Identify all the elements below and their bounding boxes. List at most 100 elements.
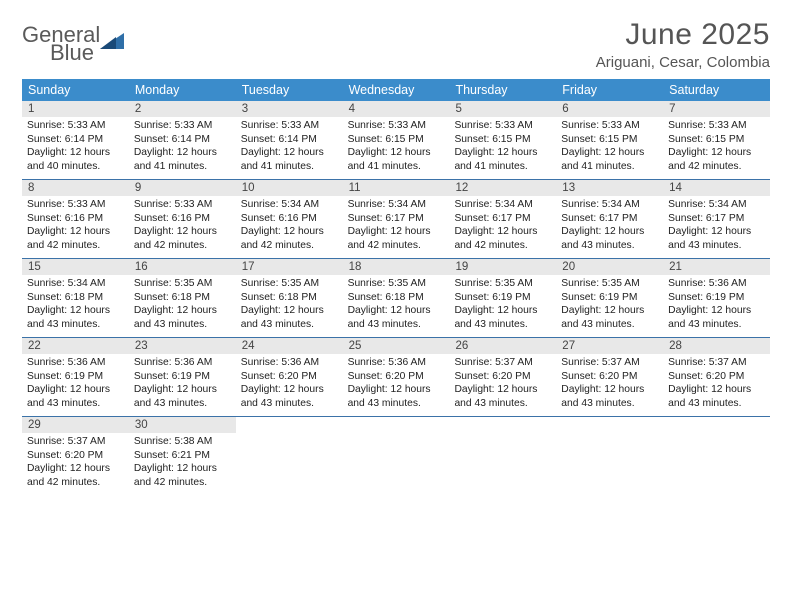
day-number: 20 bbox=[556, 259, 663, 275]
sunset-line: Sunset: 6:21 PM bbox=[134, 449, 231, 463]
daylight-line: Daylight: 12 hours and 43 minutes. bbox=[134, 304, 231, 331]
sunset-line: Sunset: 6:20 PM bbox=[454, 370, 551, 384]
day-number: 3 bbox=[236, 101, 343, 117]
day-number: 8 bbox=[22, 180, 129, 196]
sunset-line: Sunset: 6:18 PM bbox=[241, 291, 338, 305]
sunrise-line: Sunrise: 5:37 AM bbox=[561, 356, 658, 370]
daylight-line: Daylight: 12 hours and 42 minutes. bbox=[668, 146, 765, 173]
sunset-line: Sunset: 6:16 PM bbox=[27, 212, 124, 226]
daylight-line: Daylight: 12 hours and 41 minutes. bbox=[241, 146, 338, 173]
logo-text-block: General Blue bbox=[22, 24, 100, 64]
title-block: June 2025 Ariguani, Cesar, Colombia bbox=[596, 18, 770, 71]
sunrise-line: Sunrise: 5:35 AM bbox=[241, 277, 338, 291]
sunset-line: Sunset: 6:16 PM bbox=[241, 212, 338, 226]
sunrise-line: Sunrise: 5:37 AM bbox=[454, 356, 551, 370]
sunset-line: Sunset: 6:19 PM bbox=[668, 291, 765, 305]
day-cell: 6Sunrise: 5:33 AMSunset: 6:15 PMDaylight… bbox=[556, 101, 663, 179]
day-details: Sunrise: 5:33 AMSunset: 6:14 PMDaylight:… bbox=[22, 117, 129, 177]
sunrise-line: Sunrise: 5:33 AM bbox=[668, 119, 765, 133]
sunset-line: Sunset: 6:20 PM bbox=[27, 449, 124, 463]
day-number: 10 bbox=[236, 180, 343, 196]
daylight-line: Daylight: 12 hours and 42 minutes. bbox=[27, 225, 124, 252]
sunset-line: Sunset: 6:17 PM bbox=[348, 212, 445, 226]
daylight-line: Daylight: 12 hours and 43 minutes. bbox=[348, 383, 445, 410]
daylight-line: Daylight: 12 hours and 43 minutes. bbox=[241, 304, 338, 331]
sunset-line: Sunset: 6:14 PM bbox=[241, 133, 338, 147]
sunset-line: Sunset: 6:20 PM bbox=[348, 370, 445, 384]
day-cell: 7Sunrise: 5:33 AMSunset: 6:15 PMDaylight… bbox=[663, 101, 770, 179]
sunrise-line: Sunrise: 5:36 AM bbox=[668, 277, 765, 291]
sunset-line: Sunset: 6:15 PM bbox=[454, 133, 551, 147]
day-details: Sunrise: 5:35 AMSunset: 6:18 PMDaylight:… bbox=[343, 275, 450, 335]
day-details: Sunrise: 5:33 AMSunset: 6:15 PMDaylight:… bbox=[663, 117, 770, 177]
sunrise-line: Sunrise: 5:37 AM bbox=[668, 356, 765, 370]
day-cell: 18Sunrise: 5:35 AMSunset: 6:18 PMDayligh… bbox=[343, 259, 450, 337]
sunset-line: Sunset: 6:14 PM bbox=[134, 133, 231, 147]
day-cell: 14Sunrise: 5:34 AMSunset: 6:17 PMDayligh… bbox=[663, 180, 770, 258]
day-cell bbox=[556, 417, 663, 495]
day-details: Sunrise: 5:33 AMSunset: 6:14 PMDaylight:… bbox=[129, 117, 236, 177]
day-cell: 26Sunrise: 5:37 AMSunset: 6:20 PMDayligh… bbox=[449, 338, 556, 416]
sunset-line: Sunset: 6:19 PM bbox=[27, 370, 124, 384]
day-cell: 30Sunrise: 5:38 AMSunset: 6:21 PMDayligh… bbox=[129, 417, 236, 495]
daylight-line: Daylight: 12 hours and 43 minutes. bbox=[348, 304, 445, 331]
daylight-line: Daylight: 12 hours and 42 minutes. bbox=[134, 225, 231, 252]
sunset-line: Sunset: 6:17 PM bbox=[668, 212, 765, 226]
sunset-line: Sunset: 6:18 PM bbox=[27, 291, 124, 305]
day-details: Sunrise: 5:34 AMSunset: 6:18 PMDaylight:… bbox=[22, 275, 129, 335]
day-cell: 8Sunrise: 5:33 AMSunset: 6:16 PMDaylight… bbox=[22, 180, 129, 258]
day-number: 6 bbox=[556, 101, 663, 117]
day-cell: 15Sunrise: 5:34 AMSunset: 6:18 PMDayligh… bbox=[22, 259, 129, 337]
sunset-line: Sunset: 6:19 PM bbox=[134, 370, 231, 384]
weekday-header: Friday bbox=[556, 79, 663, 101]
day-cell: 22Sunrise: 5:36 AMSunset: 6:19 PMDayligh… bbox=[22, 338, 129, 416]
sunset-line: Sunset: 6:20 PM bbox=[241, 370, 338, 384]
sunrise-line: Sunrise: 5:33 AM bbox=[134, 119, 231, 133]
sunrise-line: Sunrise: 5:34 AM bbox=[241, 198, 338, 212]
day-details: Sunrise: 5:34 AMSunset: 6:16 PMDaylight:… bbox=[236, 196, 343, 256]
day-number: 2 bbox=[129, 101, 236, 117]
week-row: 15Sunrise: 5:34 AMSunset: 6:18 PMDayligh… bbox=[22, 259, 770, 338]
day-cell: 17Sunrise: 5:35 AMSunset: 6:18 PMDayligh… bbox=[236, 259, 343, 337]
daylight-line: Daylight: 12 hours and 43 minutes. bbox=[454, 383, 551, 410]
weekday-header: Monday bbox=[129, 79, 236, 101]
day-details: Sunrise: 5:36 AMSunset: 6:19 PMDaylight:… bbox=[129, 354, 236, 414]
day-cell: 1Sunrise: 5:33 AMSunset: 6:14 PMDaylight… bbox=[22, 101, 129, 179]
sunrise-line: Sunrise: 5:34 AM bbox=[668, 198, 765, 212]
daylight-line: Daylight: 12 hours and 41 minutes. bbox=[348, 146, 445, 173]
sunrise-line: Sunrise: 5:35 AM bbox=[348, 277, 445, 291]
sunrise-line: Sunrise: 5:33 AM bbox=[134, 198, 231, 212]
sunset-line: Sunset: 6:15 PM bbox=[561, 133, 658, 147]
day-cell bbox=[663, 417, 770, 495]
day-details: Sunrise: 5:33 AMSunset: 6:15 PMDaylight:… bbox=[556, 117, 663, 177]
day-number: 19 bbox=[449, 259, 556, 275]
day-cell: 2Sunrise: 5:33 AMSunset: 6:14 PMDaylight… bbox=[129, 101, 236, 179]
daylight-line: Daylight: 12 hours and 43 minutes. bbox=[134, 383, 231, 410]
daylight-line: Daylight: 12 hours and 42 minutes. bbox=[134, 462, 231, 489]
weekday-header-row: SundayMondayTuesdayWednesdayThursdayFrid… bbox=[22, 79, 770, 101]
day-details: Sunrise: 5:33 AMSunset: 6:15 PMDaylight:… bbox=[449, 117, 556, 177]
day-cell: 11Sunrise: 5:34 AMSunset: 6:17 PMDayligh… bbox=[343, 180, 450, 258]
day-cell: 5Sunrise: 5:33 AMSunset: 6:15 PMDaylight… bbox=[449, 101, 556, 179]
day-cell: 25Sunrise: 5:36 AMSunset: 6:20 PMDayligh… bbox=[343, 338, 450, 416]
sunrise-line: Sunrise: 5:33 AM bbox=[561, 119, 658, 133]
day-details: Sunrise: 5:36 AMSunset: 6:19 PMDaylight:… bbox=[663, 275, 770, 335]
day-number: 29 bbox=[22, 417, 129, 433]
weekday-header: Wednesday bbox=[343, 79, 450, 101]
day-number: 22 bbox=[22, 338, 129, 354]
day-details: Sunrise: 5:34 AMSunset: 6:17 PMDaylight:… bbox=[663, 196, 770, 256]
weekday-header: Sunday bbox=[22, 79, 129, 101]
day-details: Sunrise: 5:36 AMSunset: 6:20 PMDaylight:… bbox=[236, 354, 343, 414]
day-details: Sunrise: 5:36 AMSunset: 6:20 PMDaylight:… bbox=[343, 354, 450, 414]
location-text: Ariguani, Cesar, Colombia bbox=[596, 54, 770, 71]
day-details: Sunrise: 5:35 AMSunset: 6:18 PMDaylight:… bbox=[236, 275, 343, 335]
sunset-line: Sunset: 6:16 PM bbox=[134, 212, 231, 226]
day-number: 9 bbox=[129, 180, 236, 196]
daylight-line: Daylight: 12 hours and 40 minutes. bbox=[27, 146, 124, 173]
daylight-line: Daylight: 12 hours and 43 minutes. bbox=[241, 383, 338, 410]
sunrise-line: Sunrise: 5:36 AM bbox=[27, 356, 124, 370]
day-details: Sunrise: 5:33 AMSunset: 6:15 PMDaylight:… bbox=[343, 117, 450, 177]
sunrise-line: Sunrise: 5:33 AM bbox=[27, 119, 124, 133]
daylight-line: Daylight: 12 hours and 43 minutes. bbox=[561, 304, 658, 331]
day-number: 16 bbox=[129, 259, 236, 275]
